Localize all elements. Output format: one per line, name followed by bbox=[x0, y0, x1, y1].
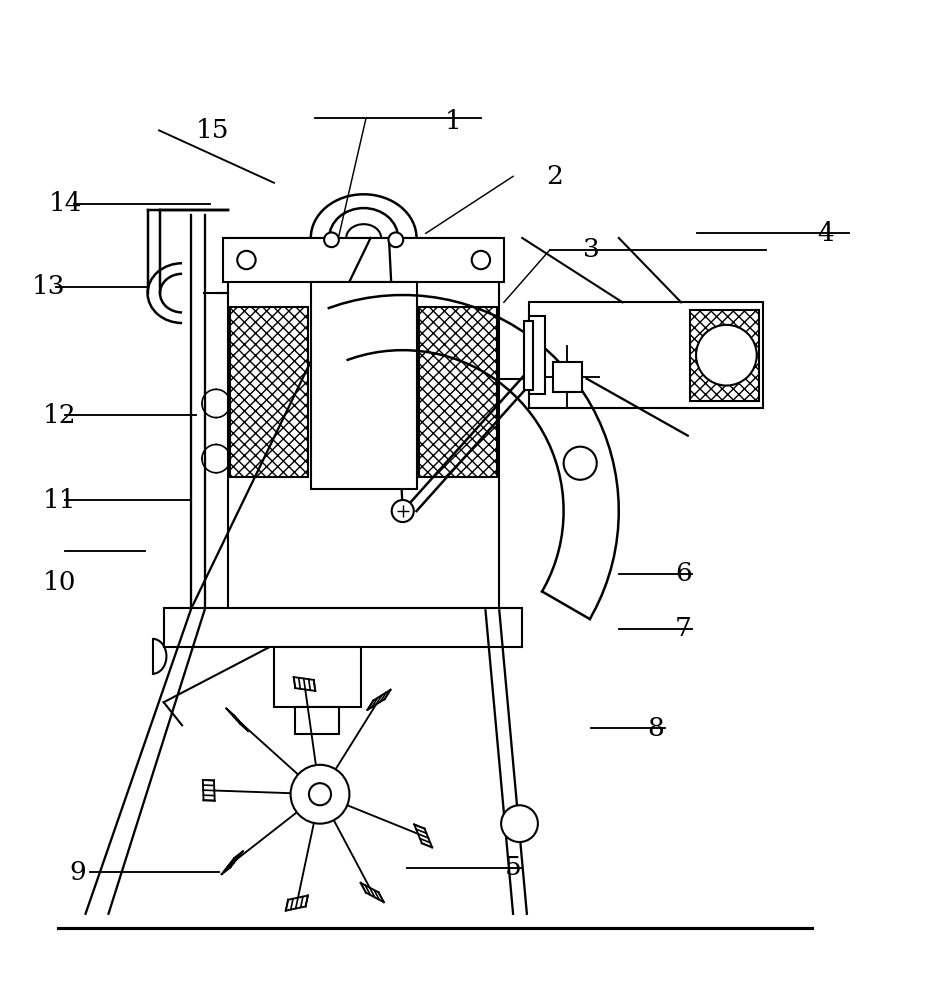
Text: 4: 4 bbox=[818, 221, 834, 246]
Bar bbox=[228, 238, 500, 610]
Text: 2: 2 bbox=[546, 164, 563, 189]
Bar bbox=[524, 321, 534, 390]
Text: 13: 13 bbox=[32, 274, 66, 299]
Bar bbox=[311, 282, 416, 489]
Text: 1: 1 bbox=[445, 109, 462, 134]
Circle shape bbox=[309, 783, 331, 805]
Text: 14: 14 bbox=[48, 191, 82, 216]
Circle shape bbox=[391, 500, 413, 522]
Text: 7: 7 bbox=[674, 616, 692, 641]
Text: 10: 10 bbox=[43, 570, 77, 595]
Text: 12: 12 bbox=[43, 403, 77, 428]
Circle shape bbox=[472, 251, 490, 269]
Bar bbox=[552, 362, 582, 392]
Bar bbox=[164, 608, 523, 647]
Bar bbox=[690, 310, 758, 401]
Text: 5: 5 bbox=[505, 855, 522, 880]
Text: 9: 9 bbox=[69, 860, 87, 885]
Bar bbox=[274, 647, 362, 707]
Circle shape bbox=[696, 325, 757, 386]
Circle shape bbox=[501, 805, 538, 842]
Bar bbox=[419, 307, 498, 477]
Circle shape bbox=[237, 251, 255, 269]
Bar bbox=[230, 307, 308, 477]
Bar bbox=[529, 316, 545, 394]
Circle shape bbox=[388, 232, 403, 247]
Bar bbox=[224, 238, 504, 282]
Bar bbox=[529, 302, 763, 408]
Text: 15: 15 bbox=[196, 118, 229, 143]
Text: 6: 6 bbox=[675, 561, 692, 586]
Circle shape bbox=[563, 447, 597, 480]
Text: 8: 8 bbox=[648, 716, 664, 741]
Bar bbox=[295, 707, 339, 734]
Text: 3: 3 bbox=[583, 237, 599, 262]
Circle shape bbox=[324, 232, 339, 247]
Circle shape bbox=[290, 765, 350, 824]
Text: 11: 11 bbox=[43, 488, 77, 512]
